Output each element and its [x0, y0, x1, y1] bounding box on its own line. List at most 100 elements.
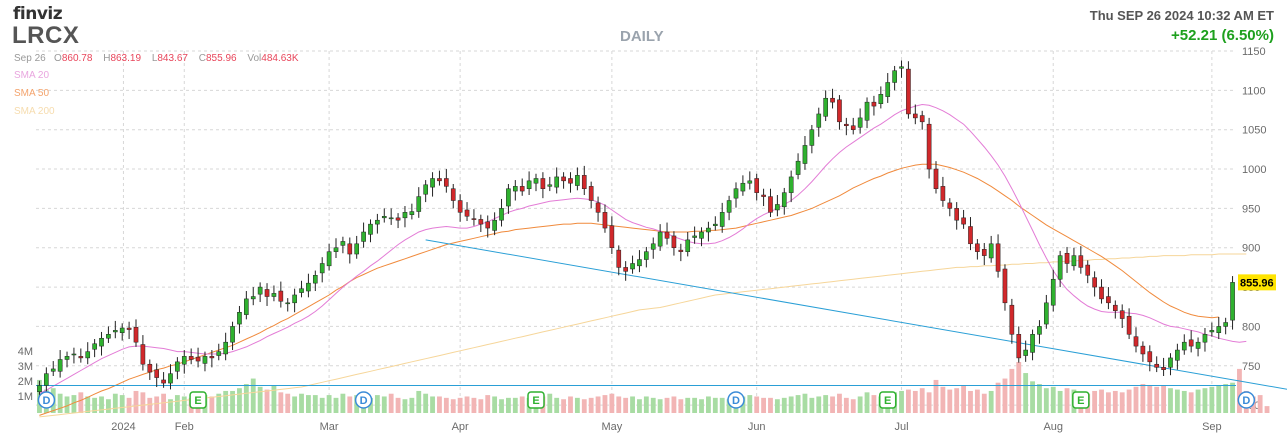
volume-bar: [609, 393, 615, 413]
candle-body: [581, 175, 587, 189]
candle-body: [437, 178, 442, 182]
candle-body: [1037, 326, 1042, 335]
x-tick-label: Sep: [1202, 421, 1222, 433]
candle-body: [954, 208, 960, 221]
volume-bar: [1174, 389, 1180, 413]
event-marker-label: D: [360, 395, 368, 407]
earnings-marker-icon[interactable]: E: [878, 391, 897, 409]
candle-body: [375, 219, 380, 225]
candle-body: [257, 286, 263, 295]
volume-bar: [1230, 382, 1235, 413]
y-tick-label: 1150: [1242, 46, 1266, 58]
candle-body: [333, 247, 339, 252]
volume-bar: [954, 388, 960, 413]
volume-bar: [471, 397, 477, 413]
volume-bar: [754, 396, 760, 413]
candle-body: [712, 223, 718, 226]
candle-body: [1133, 336, 1139, 347]
candle-body: [306, 282, 311, 292]
event-marker-label: E: [884, 395, 891, 407]
candle-body: [244, 298, 249, 315]
earnings-marker-icon[interactable]: E: [189, 391, 207, 409]
volume-bar: [995, 382, 1001, 413]
candle-body: [512, 186, 518, 192]
candle-body: [1112, 304, 1118, 311]
volume-bar: [961, 385, 966, 413]
candle-body: [175, 361, 180, 372]
candle-body: [568, 178, 573, 184]
candle-body: [747, 180, 753, 184]
candle-body: [409, 211, 415, 215]
dividend-marker-icon[interactable]: D: [1237, 391, 1256, 409]
volume-bar: [774, 399, 780, 413]
earnings-marker-icon[interactable]: E: [527, 391, 545, 409]
earnings-marker-icon[interactable]: E: [1072, 391, 1090, 409]
candle-body: [816, 113, 822, 128]
volume-bar: [140, 392, 146, 413]
candle-body: [44, 373, 49, 386]
dividend-marker-icon[interactable]: D: [354, 391, 373, 409]
volume-bar: [1188, 392, 1194, 413]
sma200-line: [39, 253, 1247, 418]
candle-body: [181, 356, 187, 365]
candle-body: [368, 223, 373, 235]
volume-bar: [519, 396, 525, 413]
earnings-box: [1072, 391, 1090, 409]
candle-body: [1140, 345, 1146, 355]
candle-body: [671, 235, 677, 248]
volume-bar: [581, 399, 587, 413]
y-tick-label: 750: [1242, 361, 1260, 373]
volume-bar: [457, 397, 463, 413]
volume-bar: [1126, 389, 1132, 413]
volume-bar: [1237, 368, 1242, 413]
volume-tick-label: 4M: [18, 346, 33, 358]
dividend-marker-icon[interactable]: D: [727, 391, 745, 409]
candle-body: [885, 82, 891, 97]
candle-body: [981, 249, 987, 256]
x-tick-label: Mar: [320, 421, 339, 433]
volume-bar: [650, 397, 656, 413]
volume-bar: [99, 396, 104, 413]
candle-body: [775, 204, 780, 211]
candle-body: [678, 249, 684, 252]
y-tick-label: 900: [1242, 243, 1260, 255]
candle-body: [1209, 330, 1215, 333]
volume-bar: [850, 399, 856, 413]
volume-bar: [561, 399, 566, 413]
candle-body: [299, 288, 304, 293]
sma20-legend[interactable]: SMA 20: [14, 70, 50, 81]
volume-bar: [595, 396, 601, 413]
volume-bar: [333, 397, 339, 413]
volume-bar: [816, 396, 822, 413]
candle-body: [37, 385, 42, 393]
close-label: C: [198, 53, 206, 64]
candle-body: [506, 188, 511, 207]
brand-text: finviz: [13, 4, 63, 24]
candle-body: [1216, 326, 1222, 333]
volume-bar: [1195, 389, 1201, 413]
volume-bar: [761, 397, 766, 413]
volume-bar: [209, 396, 215, 413]
earnings-box: [878, 391, 897, 409]
dividend-marker-icon[interactable]: D: [37, 391, 56, 409]
volume-bar: [506, 397, 511, 413]
volume-bar: [264, 389, 270, 413]
volume-bar: [512, 397, 518, 413]
volume-bar: [1209, 386, 1215, 413]
sma50-legend[interactable]: SMA 50: [14, 88, 50, 99]
candle-body: [1154, 363, 1160, 368]
x-tick-label: Jun: [748, 421, 766, 433]
volume-bar: [837, 393, 842, 413]
volume-bar: [1223, 384, 1229, 413]
volume-bar: [657, 399, 663, 413]
sma200-legend[interactable]: SMA 200: [14, 106, 55, 117]
candle-body: [57, 359, 63, 372]
candle-body: [595, 202, 601, 213]
volume-tick-label: 3M: [18, 361, 33, 373]
candle-body: [154, 369, 160, 378]
candle-body: [823, 97, 828, 117]
candle-body: [616, 249, 622, 268]
volume-bar: [499, 399, 504, 413]
finviz-logo[interactable]: finviz: [13, 4, 63, 24]
